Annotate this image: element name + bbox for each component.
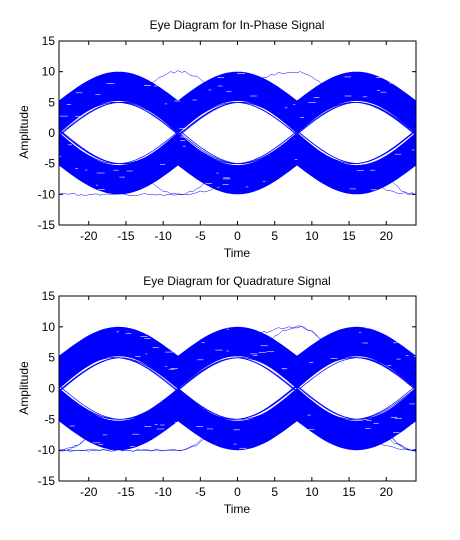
transition-strand [237, 357, 357, 420]
axis-ticks: -20 -15 -10 -5 0 5 10 15 20 15 10 5 0 -5 -10 -15 [38, 289, 416, 499]
chart-title: Eye Diagram for Quadrature Signal [143, 274, 330, 288]
transition-strand [118, 101, 238, 165]
x-tick-label: 0 [234, 485, 241, 499]
x-axis-label: Time [224, 502, 251, 516]
transition-strand [59, 357, 119, 392]
x-tick-label: 20 [380, 485, 394, 499]
y-axis-label: Amplitude [17, 105, 31, 159]
transition-strand [356, 101, 416, 136]
y-tick-label: -15 [38, 474, 56, 488]
transition-strand [356, 385, 416, 420]
x-tick-label: 15 [342, 485, 356, 499]
transition-strand [59, 357, 119, 393]
y-tick-label: 0 [48, 382, 55, 396]
transition-strand [237, 101, 357, 165]
y-tick-label: 10 [42, 320, 56, 334]
transition-strand [237, 357, 357, 420]
transition-strand [237, 101, 357, 165]
transition-strand [59, 388, 119, 420]
plot-frame [58, 295, 417, 482]
transition-strand [118, 101, 238, 165]
transition-strand [59, 357, 119, 386]
x-tick-label: -5 [195, 485, 206, 499]
y-tick-label: -5 [44, 157, 55, 171]
transition-strand [356, 390, 416, 420]
transition-strand [59, 101, 119, 137]
transition-strand [356, 129, 416, 165]
transition-strand [118, 101, 238, 165]
transition-strand [59, 130, 119, 165]
x-tick-label: 15 [342, 229, 356, 243]
transition-strand [118, 357, 238, 420]
y-tick-label: 5 [48, 95, 55, 109]
transition-strand [59, 385, 119, 420]
x-tick-label: -20 [80, 229, 98, 243]
x-tick-label: -10 [154, 229, 172, 243]
y-tick-label: -10 [38, 187, 56, 201]
x-tick-label: 10 [305, 485, 319, 499]
transition-strand [356, 101, 416, 134]
y-tick-label: -15 [38, 218, 56, 232]
transition-strand [356, 357, 416, 390]
y-tick-label: 10 [42, 65, 56, 79]
transition-strand [237, 357, 357, 420]
transition-strand [356, 101, 416, 135]
y-tick-label: -5 [44, 412, 55, 426]
transition-strand [356, 387, 416, 420]
eye-traces [59, 70, 416, 196]
transition-strand [118, 357, 238, 420]
eye-traces [59, 325, 416, 452]
y-tick-label: -10 [38, 443, 56, 457]
x-tick-label: -10 [154, 485, 172, 499]
x-tick-label: -5 [195, 229, 206, 243]
x-tick-label: 5 [271, 485, 278, 499]
transition-strand [59, 101, 119, 136]
y-tick-label: 5 [48, 351, 55, 365]
transition-strand [237, 357, 357, 420]
quadrature-eye-diagram: Eye Diagram for Quadrature Signal Amplit… [17, 274, 417, 516]
x-tick-label: 20 [380, 229, 394, 243]
transition-strand [59, 128, 119, 165]
transition-strand [356, 357, 416, 391]
x-tick-label: -20 [80, 485, 98, 499]
x-axis-label: Time [224, 246, 251, 260]
x-tick-label: -15 [117, 229, 135, 243]
x-tick-label: 10 [305, 229, 319, 243]
transition-strand [118, 101, 238, 165]
eye-opening [296, 100, 416, 166]
transition-strand [356, 357, 416, 388]
y-tick-label: 15 [42, 289, 56, 303]
transition-strand [59, 101, 119, 132]
transition-strand [118, 101, 238, 165]
transition-strand [118, 357, 238, 420]
inphase-eye-diagram: Eye Diagram for In-Phase Signal Amplitud… [17, 18, 417, 260]
chart-title: Eye Diagram for In-Phase Signal [150, 18, 325, 32]
y-tick-label: 0 [48, 126, 55, 140]
transition-strand [237, 357, 357, 420]
plot-frame [58, 40, 417, 226]
y-tick-label: 15 [42, 34, 56, 48]
transition-strand [118, 357, 238, 420]
axis-ticks: -20 -15 -10 -5 0 5 10 15 20 15 10 5 0 -5 -10 -15 [38, 34, 416, 243]
y-axis-label: Amplitude [17, 361, 31, 415]
x-tick-label: 0 [234, 229, 241, 243]
x-tick-label: -15 [117, 485, 135, 499]
transition-strand [237, 101, 357, 165]
x-tick-label: 5 [271, 229, 278, 243]
transition-strand [59, 133, 119, 165]
